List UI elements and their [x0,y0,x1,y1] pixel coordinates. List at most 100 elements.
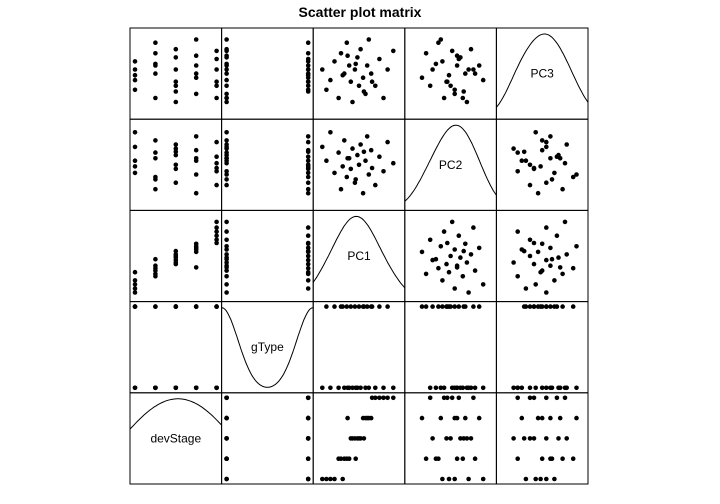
point-PC3-devStage-18 [193,37,199,42]
point-gType-devStage-27 [173,304,179,309]
point-PC2-PC1-21 [377,154,382,159]
point-PC2-PC1-3 [332,170,337,176]
point-devStage-PC2-12 [458,436,463,441]
point-PC3-gType-23 [305,67,311,72]
point-PC2-PC1-9 [348,166,354,172]
point-PC3-PC2-11 [430,67,435,72]
point-PC2-devStage-19 [193,147,199,153]
point-PC3-PC1-12 [355,55,360,60]
point-PC2-devStage-22 [214,169,219,174]
point-gType-PC1-22 [381,385,386,391]
point-PC3-gType-18 [224,37,229,42]
point-devStage-PC2-25 [446,476,452,482]
point-PC1-gType-0 [224,290,229,295]
point-PC2-devStage-28 [193,156,199,161]
diagonal-label-PC3: PC3 [531,67,555,81]
point-devStage-PC3-22 [515,395,520,401]
point-devStage-PC3-9 [531,436,537,441]
point-devStage-PC2-29 [445,395,450,401]
point-PC3-PC1-13 [356,83,362,89]
point-PC2-devStage-17 [193,134,199,139]
point-PC1-PC3-11 [544,257,549,263]
point-PC3-devStage-13 [173,83,179,89]
point-gType-PC2-27 [461,304,467,309]
point-gType-PC2-1 [452,304,458,309]
point-PC2-PC1-12 [355,152,360,158]
point-gType-PC3-0 [544,385,549,391]
point-devStage-PC2-21 [456,395,462,401]
point-PC1-gType-22 [224,229,229,234]
point-PC1-gType-24 [224,219,229,225]
point-PC1-PC2-9 [444,261,449,267]
panel-PC3-vs-gType [221,27,314,120]
point-PC2-gType-18 [224,172,229,177]
point-PC3-gType-6 [224,71,229,76]
point-devStage-PC2-13 [448,436,453,441]
point-devStage-PC3-1 [523,476,529,482]
point-PC3-devStage-6 [153,71,158,76]
point-gType-PC3-20 [527,385,533,391]
point-PC2-PC1-17 [364,134,370,139]
point-PC1-devStage-0 [132,290,138,295]
point-devStage-PC1-5 [338,456,344,462]
point-PC2-PC1-16 [363,158,368,163]
point-PC3-devStage-14 [173,46,179,52]
point-PC3-devStage-19 [193,71,199,76]
point-devStage-gType-7 [305,456,311,462]
point-devStage-PC3-19 [539,415,545,421]
point-PC1-gType-4 [224,274,229,279]
point-PC3-devStage-4 [153,95,158,101]
point-gType-PC3-29 [531,304,537,309]
point-gType-PC3-22 [515,385,520,391]
panel-devStage-vs-PC3 [495,392,589,485]
panel-PC1-vs-PC3 [495,209,589,303]
point-PC3-PC1-4 [336,95,341,101]
point-gType-PC1-13 [356,304,362,309]
point-gType-PC1-23 [385,304,390,309]
point-PC2-devStage-12 [173,152,179,158]
point-devStage-PC1-27 [361,436,367,441]
point-PC2-PC3-22 [515,169,520,174]
point-gType-devStage-28 [193,385,199,391]
point-PC3-devStage-3 [132,59,138,64]
point-gType-PC3-2 [533,385,538,391]
point-devStage-PC2-18 [438,415,444,421]
panel-gType-vs-PC1 [312,301,406,394]
point-PC2-devStage-23 [214,139,219,145]
point-gType-devStage-7 [153,304,158,309]
point-PC2-devStage-29 [214,165,219,171]
point-PC1-gType-21 [305,233,311,238]
panel-devStage-vs-devStage: devStage [129,392,223,485]
point-PC3-PC2-7 [436,40,441,45]
point-devStage-PC3-29 [531,395,537,401]
point-PC2-PC1-5 [338,186,344,192]
point-PC1-PC3-25 [538,269,543,275]
point-PC1-gType-25 [305,269,311,275]
panel-frame [404,301,497,394]
point-devStage-PC1-28 [345,415,350,421]
point-devStage-gType-19 [305,415,311,421]
point-PC3-PC1-18 [366,37,372,42]
point-PC2-PC1-26 [353,177,359,182]
point-PC2-devStage-26 [153,177,158,182]
point-PC2-PC3-13 [527,162,533,168]
point-PC2-PC1-7 [344,174,350,180]
point-PC1-devStage-5 [153,271,158,277]
point-PC1-PC3-4 [515,274,520,279]
point-PC1-devStage-14 [173,252,179,257]
point-PC3-devStage-23 [214,67,219,72]
point-PC2-PC3-6 [539,138,545,143]
point-PC1-devStage-8 [153,263,158,269]
point-gType-PC3-7 [570,304,576,309]
point-PC3-PC1-23 [385,67,390,72]
point-devStage-PC3-21 [554,395,560,401]
point-devStage-PC2-17 [476,415,482,421]
point-PC1-gType-29 [305,240,311,246]
point-PC1-gType-16 [224,247,229,252]
point-devStage-PC3-6 [539,456,545,462]
point-devStage-PC2-20 [427,395,433,401]
point-PC3-devStage-26 [153,61,158,67]
point-devStage-PC2-1 [452,476,458,482]
point-PC2-devStage-20 [214,182,219,188]
point-PC1-PC2-15 [419,249,425,255]
